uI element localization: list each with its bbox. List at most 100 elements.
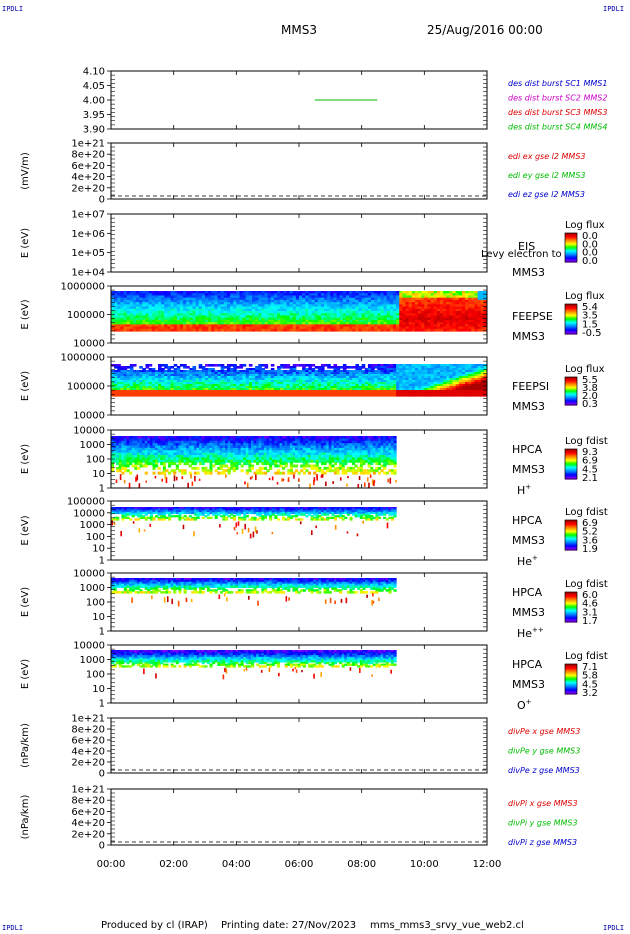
spectrogram-cell [239, 388, 244, 391]
spectrogram-cell [209, 447, 213, 451]
spectrogram-cell [131, 459, 135, 463]
spectrogram-cell [126, 322, 131, 325]
spectrogram-cell [209, 440, 213, 444]
spectrogram-cell [173, 315, 178, 319]
spectrogram-cell [399, 302, 403, 305]
spectrogram-cell [314, 313, 319, 317]
spectrogram-cell [170, 304, 175, 308]
y-axis-label: E (eV) [20, 371, 31, 401]
spectrogram-cell [324, 306, 328, 310]
spectrogram-cell [474, 386, 479, 389]
spectrogram-cell [205, 386, 209, 389]
spectrogram-cell [167, 378, 172, 381]
spectrogram-cell [220, 384, 225, 387]
spectrogram-cell [222, 436, 226, 439]
spectrogram-cell [193, 450, 198, 454]
spectrogram-cell [418, 328, 422, 332]
spectrogram-cell [183, 322, 187, 325]
spectrogram-cell [121, 443, 125, 447]
spectrogram-cell [440, 297, 444, 301]
spectrogram-cell [233, 315, 237, 319]
spectrogram-cell [149, 457, 153, 461]
spectrogram-cell [242, 304, 247, 308]
spectrogram-cell [258, 328, 262, 332]
spectrogram-cell [458, 319, 463, 323]
spectrogram-cell [183, 447, 187, 451]
spectrogram-cell [223, 382, 228, 385]
spectrogram-cell [179, 394, 184, 397]
spectrogram-cell [405, 378, 410, 381]
spectrogram-cell [380, 374, 385, 377]
spectrogram-cell [396, 304, 400, 308]
spectrogram-cell [201, 368, 206, 371]
spectrogram-cell [349, 382, 353, 385]
spectrogram-cell [383, 370, 388, 373]
spectrogram-cell [227, 447, 231, 451]
spectrogram-cell [258, 382, 262, 385]
spectrogram-cell [346, 311, 350, 314]
spectrogram-cell [411, 392, 416, 395]
spectrogram-cell [205, 364, 209, 367]
spectrogram-cell [367, 364, 372, 367]
spectrogram-cell [154, 295, 159, 299]
spectrogram-cell [452, 291, 457, 294]
spectrogram-cell [227, 450, 231, 454]
spectrogram-cell [236, 392, 240, 395]
spectrogram-cell [305, 372, 309, 375]
spectrogram-cell [211, 378, 215, 381]
spectrogram-cell [342, 374, 347, 377]
spectrogram-cell [111, 466, 115, 470]
spectrogram-cell [283, 295, 287, 299]
spectrogram-cell [305, 319, 309, 323]
spectrogram-cell [245, 372, 250, 375]
spectrogram-cell [393, 293, 397, 297]
spectrogram-cell [220, 297, 225, 301]
spectrogram-cell [167, 313, 172, 317]
spectrogram-cell [217, 317, 222, 321]
spectrogram-cell [248, 297, 253, 301]
spectrogram-cell [204, 445, 208, 449]
spectrogram-cell [226, 308, 231, 312]
spectrogram-cell [245, 390, 250, 393]
spectrogram-cell [214, 388, 219, 391]
spectrogram-cell [178, 445, 182, 449]
spectrogram-cell [455, 394, 460, 397]
spectrogram-cell [396, 374, 400, 377]
spectrogram-cell [255, 376, 259, 379]
spectrogram-cell [405, 368, 410, 371]
spectrogram-cell [170, 302, 175, 305]
spectrogram-cell [418, 384, 422, 387]
spectrogram-cell [465, 378, 469, 381]
spectrogram-cell [139, 374, 143, 377]
spectrogram-cell [118, 450, 122, 454]
colorbar-cell [565, 237, 577, 240]
spectrogram-cell [176, 311, 181, 314]
spectrogram-cell [317, 388, 322, 391]
spectrogram-cell [129, 370, 134, 373]
spectrogram-cell [455, 378, 460, 381]
spectrogram-cell [248, 324, 253, 328]
spectrogram-cell [361, 384, 366, 387]
spectrogram-cell [170, 378, 175, 381]
spectrogram-cell [402, 315, 407, 319]
spectrogram-cell [311, 384, 316, 387]
spectrogram-cell [299, 380, 303, 383]
spectrogram-cell [324, 319, 328, 323]
spectrogram-cell [201, 394, 206, 397]
spectrogram-cell [421, 319, 425, 323]
y-tick-label: 4e+20 [71, 172, 105, 183]
spectrogram-cell [314, 388, 319, 391]
spectrogram-cell [327, 322, 331, 325]
spectrogram-cell [289, 315, 294, 319]
spectrogram-cell [280, 313, 284, 317]
spectrogram-cell [226, 378, 231, 381]
spectrogram-cell [230, 324, 234, 328]
spectrogram-cell [371, 324, 375, 328]
spectrogram-cell [270, 326, 275, 330]
spectrogram-cell [295, 311, 300, 314]
spectrogram-cell [219, 464, 223, 468]
spectrogram-cell [305, 326, 309, 330]
spectrogram-cell [161, 392, 165, 395]
spectrogram-cell [477, 374, 482, 377]
spectrogram-cell [220, 293, 225, 297]
